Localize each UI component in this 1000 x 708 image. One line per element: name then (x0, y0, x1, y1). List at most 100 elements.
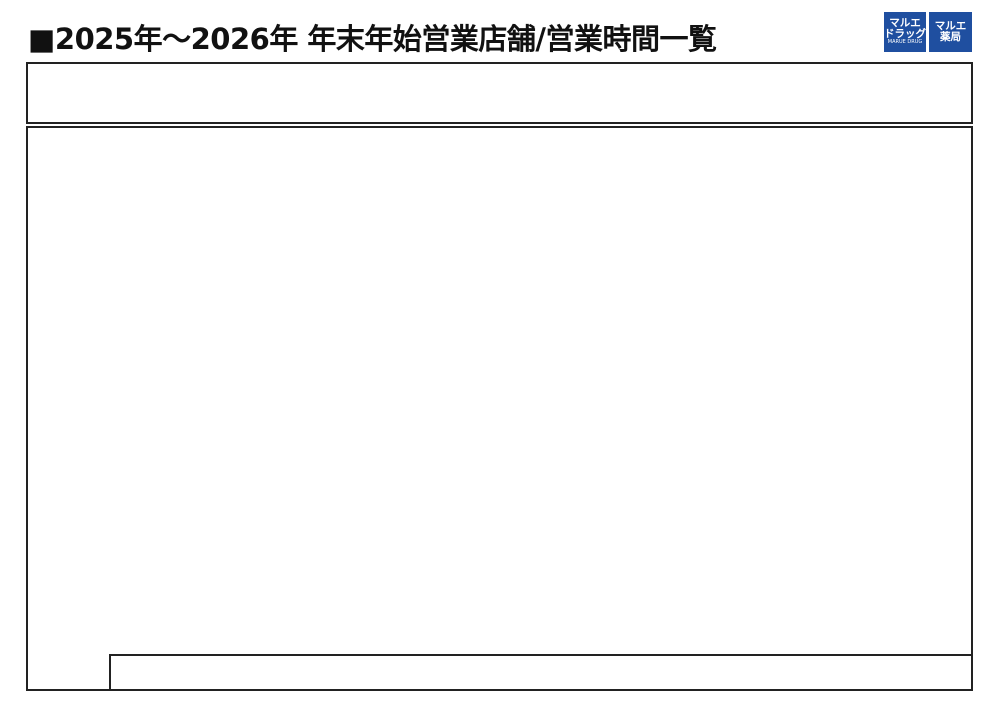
cell-text: 休業 (725, 559, 748, 573)
hours-cell: 休業 (690, 163, 784, 199)
cell-text: 通常営業 (902, 664, 947, 678)
hours-cell: 通常営業 (218, 654, 312, 690)
hours-cell: 休業 (690, 479, 784, 515)
cell-text: 前橋西片貝店 (114, 348, 180, 362)
cell-text: 休業 (347, 418, 369, 432)
cell-text: その他薬局 (114, 664, 169, 678)
cell-text: 休業 (441, 138, 463, 152)
cell-text: 高崎下小鳥店 (114, 383, 180, 397)
cell-text: 休業 (819, 383, 842, 397)
cell-text: 9時～13時 (614, 235, 670, 249)
cell-text: 通常営業 (902, 383, 947, 397)
hours-cell: 休業 (595, 303, 690, 339)
hours-cell: 休業 (405, 479, 500, 515)
cell-text: 14時～18時 (610, 497, 674, 511)
cell-text: 9時～13時 (708, 270, 765, 284)
cell-text: 休業 (441, 453, 463, 467)
cell-text: 休業 (725, 243, 748, 257)
date-header: 1月1日(木) (500, 64, 595, 93)
cell-text: 調剤薬局 (46, 401, 90, 415)
cell-text: 1月1日(木) (517, 71, 577, 85)
cell-text: 12月29日(月) (227, 71, 302, 85)
logo-text: 薬局 (940, 31, 961, 43)
cell-text: 休業 (725, 629, 748, 643)
hours-cell: 休業 (690, 619, 784, 655)
hours-cell: 9時～13時 14時～18時 (405, 303, 500, 339)
hours-cell: 休業 (405, 338, 500, 374)
cell-text: 14時～18時 (326, 567, 390, 581)
cell-text: 9時～13時 (330, 551, 386, 565)
cell-text: 休業 (725, 173, 748, 187)
cell-text: 1月3日(土) (707, 71, 766, 85)
cell-text: 9時～18時 (614, 173, 670, 187)
hours-cell: 休業 (595, 443, 690, 479)
cell-text: 休業 (631, 559, 653, 573)
hours-cell: 9時～13時 14時～18時 (690, 128, 784, 164)
cell-text: 9時～20時 (424, 100, 480, 114)
hours-cell: 休業 (405, 268, 500, 304)
cell-text: 休業 (583, 664, 606, 678)
cell-text: 薬局川原店 (114, 594, 169, 608)
hours-cell: 9時～13時 14時～18時 (690, 443, 784, 479)
hours-cell: 休業 (595, 549, 690, 585)
hours-cell: 休業 (690, 198, 784, 234)
cell-text: 休業 (631, 278, 653, 292)
section-label: 調剤薬局 (27, 128, 110, 690)
cell-text: 休業 (631, 453, 653, 467)
hours-cell: 通常営業 (878, 654, 972, 690)
hours-cell: 休業 (312, 408, 405, 444)
cell-text: 前橋元総社蒼海店 (114, 243, 202, 257)
store-name: 薬局川原店 (110, 584, 218, 620)
hours-cell: 休業 (595, 338, 690, 374)
hours-cell: 9時～13時 14時～18時 (595, 233, 690, 269)
cell-text: 休業 (347, 173, 369, 187)
hours-cell: 通常営業 (784, 93, 878, 123)
cell-text: 太田鳥山店 (114, 208, 169, 222)
hours-cell: 9時～13時 14時～18時 (312, 338, 405, 374)
hours-cell: 9時～18時 (595, 163, 690, 199)
cell-text: 1月4日(日) (801, 71, 860, 85)
hours-cell: 9時～18時 (218, 479, 312, 515)
store-name: 高崎群馬町金古店 (110, 443, 218, 479)
cell-text: 休業 (631, 524, 653, 538)
cell-text: 休業 (631, 313, 653, 327)
hours-cell: 休業 (312, 163, 405, 199)
logo-pharmacy: マルエ 薬局 (929, 12, 972, 52)
cell-text: 薬局樋越店 (114, 629, 169, 643)
cell-text: 休業 (441, 524, 463, 538)
cell-text: 休業 (631, 348, 653, 362)
cell-text: 9時～21時 (614, 100, 670, 114)
cell-text: 休業 (725, 348, 748, 362)
hours-cell: 休業 (312, 233, 405, 269)
cell-text: 前橋朝倉店 (114, 278, 169, 292)
store-name: 前橋元総社蒼海店 (110, 233, 218, 269)
hours-cell: 休業 (690, 338, 784, 374)
cell-text: 9時～13時 (424, 410, 480, 424)
cell-text: 休業 (631, 594, 653, 608)
cell-text: 14時～18時 (326, 391, 390, 405)
cell-text: 14時～18時 (326, 532, 390, 546)
cell-text: 休業 (347, 243, 369, 257)
cell-text: 10時～19時 (515, 100, 579, 114)
logo-sub: MARUE DRUG (887, 39, 923, 46)
cell-text: 前橋天川原店 (114, 313, 180, 327)
cell-text: ドラッグストア (29, 100, 107, 114)
cell-text: 14時～18時 (704, 461, 769, 475)
cell-text: 9時～13時 (708, 446, 765, 459)
hours-cell: 休業 (405, 163, 500, 199)
hours-cell: 休業 (312, 443, 405, 479)
store-name: 薬局樋越店 (110, 619, 218, 655)
cell-text: 9時～13時 (330, 516, 386, 530)
cell-text: 14時～18時 (704, 286, 769, 300)
logo-text: マルエ (889, 17, 921, 30)
header-blank (27, 64, 218, 93)
cell-text: 休業 (441, 208, 463, 222)
date-header: 1月2日(金) (595, 64, 690, 93)
store-name: 前橋天川原店 (110, 303, 218, 339)
logo-text: マルエ (934, 19, 967, 32)
cell-text: 休業 (441, 629, 463, 643)
cell-text: 前橋ST川原店 (114, 418, 185, 432)
cell-text: 休業 (725, 208, 748, 222)
hours-cell: 休業 (405, 233, 500, 269)
